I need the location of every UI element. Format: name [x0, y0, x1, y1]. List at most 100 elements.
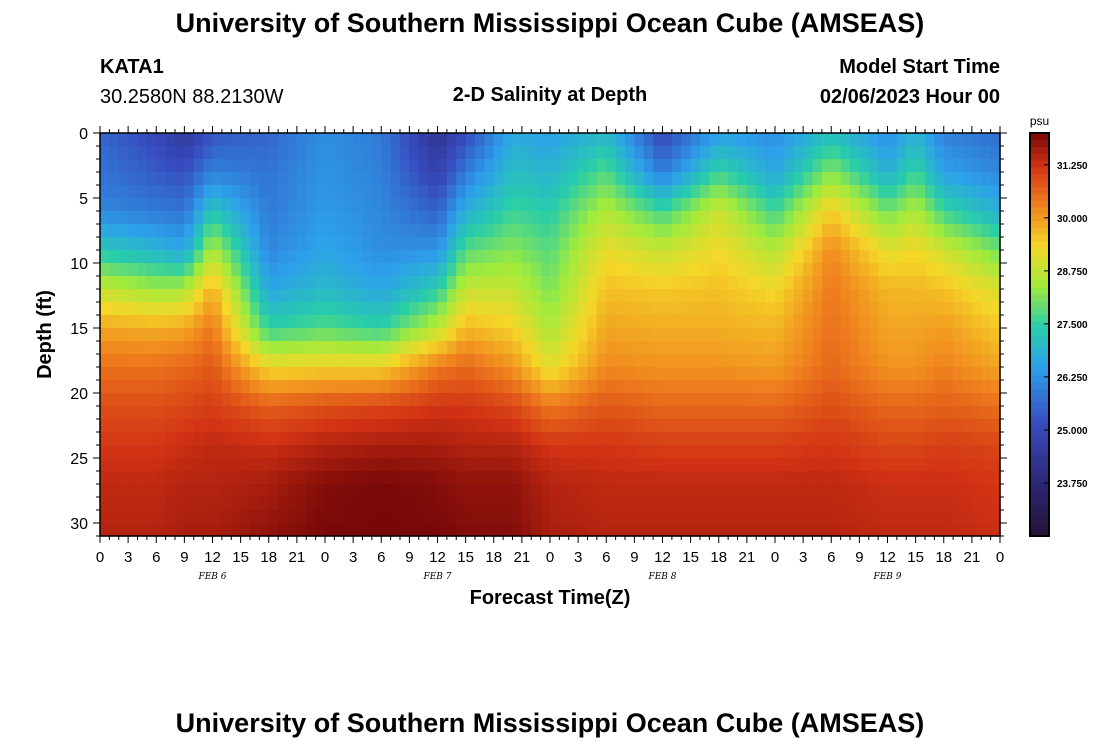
heatmap-cell — [596, 211, 607, 225]
x-tick-label: 12 — [654, 549, 671, 566]
heatmap-cell — [943, 393, 954, 407]
heatmap-cell — [962, 458, 973, 472]
heatmap-cell — [165, 484, 176, 498]
heatmap-cell — [296, 393, 307, 407]
heatmap-cell — [709, 159, 720, 173]
heatmap-cell — [156, 211, 167, 225]
heatmap-cell — [709, 289, 720, 303]
heatmap-cell — [381, 484, 392, 498]
heatmap-cell — [915, 393, 926, 407]
heatmap-cell — [934, 146, 945, 160]
heatmap-cell — [840, 276, 851, 290]
heatmap-cell — [100, 393, 110, 407]
heatmap-cell — [559, 471, 570, 485]
heatmap-cell — [390, 237, 401, 251]
heatmap-cell — [709, 133, 720, 147]
heatmap-cell — [568, 276, 579, 290]
colorbar-segment — [1030, 307, 1049, 315]
heatmap-cell — [193, 523, 204, 537]
heatmap-cell — [643, 172, 654, 186]
heatmap-cell — [821, 289, 832, 303]
heatmap-cell — [156, 497, 167, 511]
heatmap-cell — [550, 341, 560, 355]
heatmap-cell — [615, 432, 626, 446]
heatmap-cell — [212, 419, 223, 433]
heatmap-cell — [334, 432, 345, 446]
colorbar-segment — [1030, 186, 1049, 195]
heatmap-cell — [971, 211, 982, 225]
heatmap-cell — [681, 497, 692, 511]
heatmap-cell — [437, 458, 448, 472]
heatmap-cell — [915, 172, 926, 186]
heatmap-cell — [681, 341, 692, 355]
x-tick-label: 12 — [879, 549, 896, 566]
heatmap-cell — [887, 432, 898, 446]
heatmap-cell — [353, 445, 364, 459]
heatmap-cell — [287, 224, 298, 238]
heatmap-cell — [859, 159, 870, 173]
heatmap-cell — [718, 432, 729, 446]
heatmap-cell — [934, 224, 945, 238]
heatmap-cell — [981, 419, 992, 433]
heatmap-cell — [681, 237, 692, 251]
heatmap-cell — [756, 237, 767, 251]
heatmap-cell — [934, 471, 945, 485]
heatmap-cell — [550, 185, 560, 199]
heatmap-cell — [765, 380, 776, 394]
heatmap-cell — [390, 432, 401, 446]
heatmap-cell — [531, 263, 542, 277]
heatmap-cell — [503, 172, 514, 186]
heatmap-cell — [325, 224, 335, 238]
heatmap-cell — [756, 406, 767, 420]
heatmap-cell — [990, 445, 1001, 459]
heatmap-cell — [728, 497, 739, 511]
heatmap-cell — [990, 367, 1001, 381]
heatmap-cell — [934, 185, 945, 199]
heatmap-cell — [971, 289, 982, 303]
heatmap-cell — [325, 276, 335, 290]
heatmap-cell — [184, 458, 195, 472]
heatmap-cell — [521, 419, 532, 433]
heatmap-cell — [793, 263, 804, 277]
heatmap-cell — [859, 432, 870, 446]
heatmap-cell — [634, 354, 645, 368]
heatmap-cell — [212, 445, 223, 459]
heatmap-cell — [428, 237, 439, 251]
heatmap-cell — [409, 224, 420, 238]
heatmap-cell — [962, 510, 973, 524]
heatmap-cell — [643, 367, 654, 381]
heatmap-cell — [634, 484, 645, 498]
heatmap-cell — [709, 237, 720, 251]
heatmap-cell — [118, 458, 129, 472]
heatmap-cell — [681, 393, 692, 407]
heatmap-cell — [634, 497, 645, 511]
heatmap-cell — [334, 224, 345, 238]
x-tick-label: 9 — [405, 549, 413, 566]
heatmap-cell — [606, 432, 617, 446]
heatmap-cell — [343, 159, 354, 173]
heatmap-cell — [906, 159, 917, 173]
heatmap-cell — [334, 237, 345, 251]
heatmap-cell — [625, 224, 635, 238]
heatmap-cell — [596, 133, 607, 147]
x-tick-label: 6 — [152, 549, 160, 566]
heatmap-cell — [765, 315, 776, 329]
heatmap-cell — [175, 198, 185, 212]
heatmap-cell — [578, 146, 589, 160]
heatmap-cell — [437, 198, 448, 212]
heatmap-cell — [193, 159, 204, 173]
heatmap-cell — [896, 380, 907, 394]
heatmap-cell — [231, 159, 242, 173]
heatmap-cell — [146, 432, 157, 446]
heatmap-cell — [503, 159, 514, 173]
colorbar-segment — [1030, 327, 1049, 336]
heatmap-cell — [409, 484, 420, 498]
heatmap-cell — [784, 224, 795, 238]
heatmap-cell — [175, 419, 185, 433]
heatmap-cell — [643, 198, 654, 212]
colorbar-segment — [1030, 361, 1049, 369]
heatmap-cell — [765, 445, 776, 459]
heatmap-cell — [728, 471, 739, 485]
heatmap-cell — [278, 159, 289, 173]
heatmap-cell — [690, 263, 701, 277]
